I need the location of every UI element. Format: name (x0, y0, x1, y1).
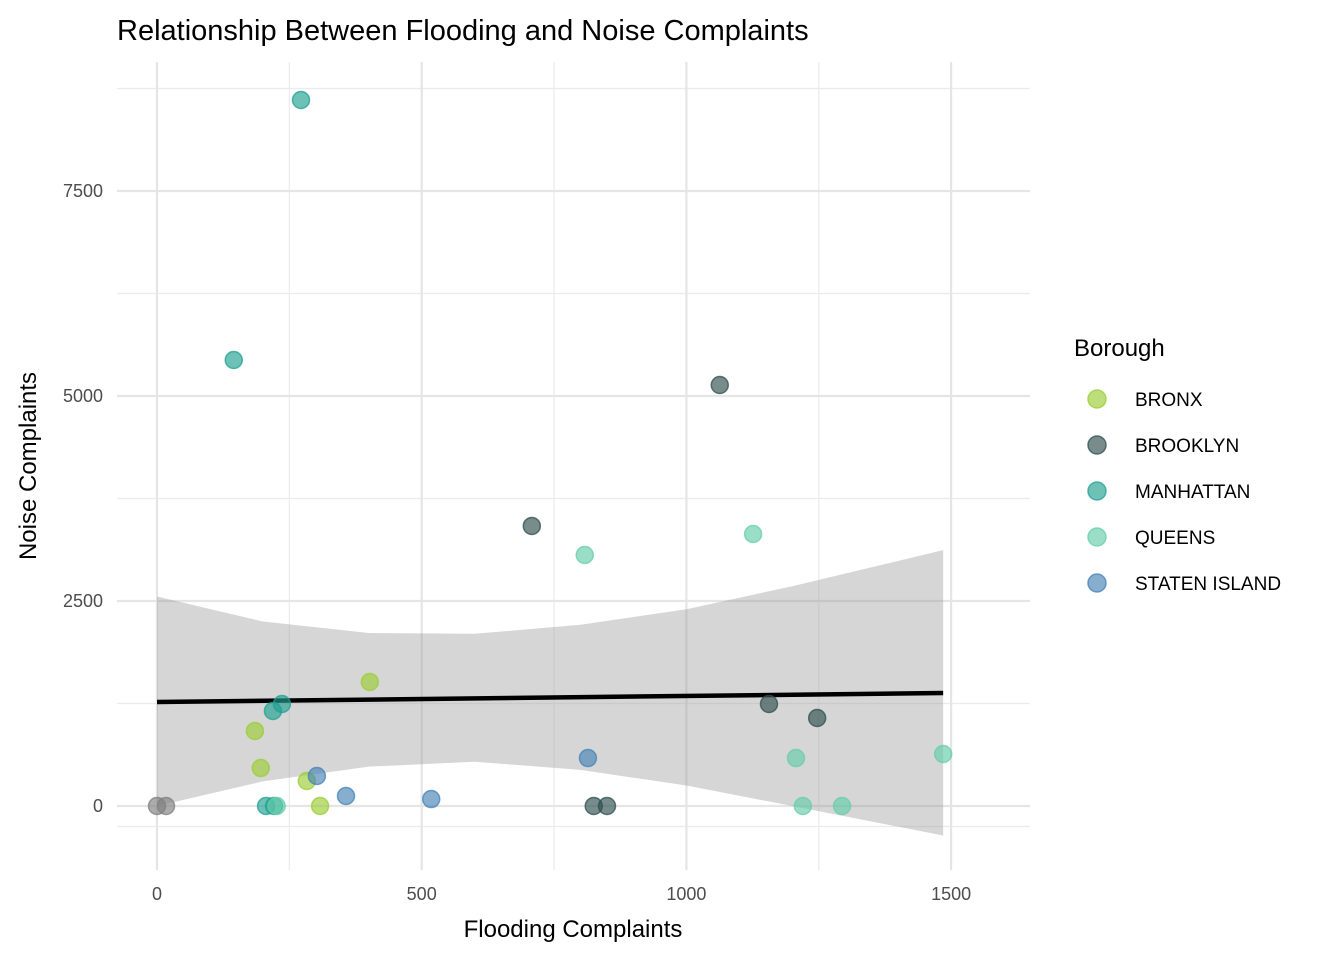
point-brooklyn (522, 516, 542, 536)
grid (117, 62, 1030, 870)
points (147, 90, 953, 816)
confidence-band (157, 550, 944, 836)
legend-label-manhattan: MANHATTAN (1135, 482, 1250, 503)
legend-label-queens: QUEENS (1135, 528, 1215, 549)
point-bronx (310, 796, 330, 816)
legend-label-staten-island: STATEN ISLAND (1135, 574, 1281, 595)
chart-title: Relationship Between Flooding and Noise … (117, 15, 809, 47)
point-brooklyn (807, 708, 827, 728)
y-tick-label: 2500 (63, 591, 103, 611)
x-tick-label: 0 (152, 884, 162, 904)
point-brooklyn (759, 694, 779, 714)
y-tick-label: 0 (93, 796, 103, 816)
point-staten-island (307, 766, 327, 786)
legend-key-bronx (1087, 389, 1107, 409)
point-unlabeled (156, 796, 176, 816)
y-tick-label: 5000 (63, 386, 103, 406)
point-queens (933, 744, 953, 764)
legend-label-bronx: BRONX (1135, 390, 1203, 411)
point-manhattan (224, 350, 244, 370)
point-queens (832, 796, 852, 816)
legend-title: Borough (1074, 335, 1165, 362)
point-queens (267, 796, 286, 816)
point-manhattan (263, 701, 283, 721)
legend-key-brooklyn (1087, 435, 1107, 455)
point-bronx (360, 672, 380, 692)
point-queens (575, 545, 595, 565)
tick-labels: 0 500 1000 1500 0 2500 5000 7500 (63, 181, 971, 904)
point-staten-island (578, 748, 598, 768)
point-staten-island (421, 789, 441, 809)
y-tick-label: 7500 (63, 181, 103, 201)
legend: Borough BRONX BROOKLYN MANHATTAN QUEENS STAT… (1074, 335, 1281, 595)
point-brooklyn (710, 375, 730, 395)
legend-key-staten-island (1087, 573, 1107, 593)
legend-label-brooklyn: BROOKLYN (1135, 436, 1239, 457)
point-bronx (245, 721, 265, 741)
confidence-band-area (157, 550, 944, 836)
point-queens (793, 796, 813, 816)
x-tick-label: 1000 (666, 884, 706, 904)
point-bronx (251, 758, 271, 778)
point-brooklyn (597, 796, 617, 816)
x-tick-label: 1500 (931, 884, 971, 904)
y-axis-title: Noise Complaints (15, 372, 42, 560)
point-staten-island (336, 786, 356, 806)
point-manhattan (291, 90, 311, 110)
x-axis-title: Flooding Complaints (464, 916, 683, 943)
point-queens (743, 524, 763, 544)
legend-key-manhattan (1087, 481, 1107, 501)
x-tick-label: 500 (407, 884, 437, 904)
legend-key-queens (1087, 527, 1107, 547)
point-queens (786, 748, 806, 768)
